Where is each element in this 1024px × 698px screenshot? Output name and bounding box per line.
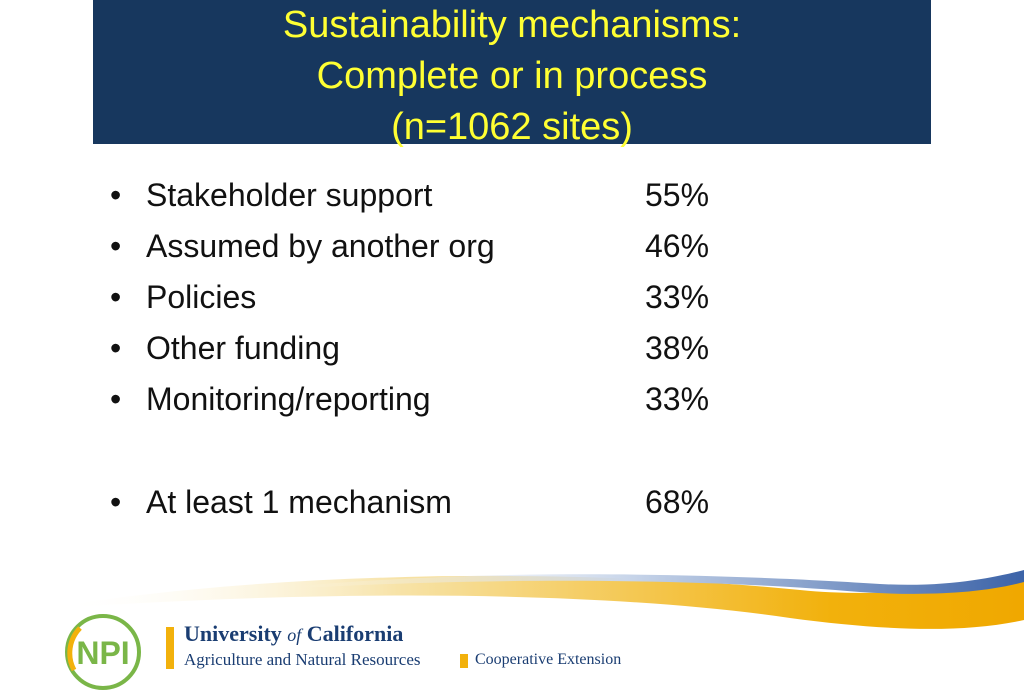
uc-wordmark: University of California [184, 621, 403, 647]
uc-accent-bar [166, 627, 174, 669]
title-line-3: (n=1062 sites) [391, 106, 633, 148]
decorative-swoosh [60, 570, 1024, 629]
bullet-icon: • [110, 484, 122, 520]
bullet-icon: • [110, 381, 122, 417]
item-label: Monitoring/reporting [146, 381, 431, 417]
bullet-list: • Stakeholder support 55% • Assumed by a… [110, 172, 810, 530]
item-label: Assumed by another org [146, 228, 495, 264]
bullet-icon: • [110, 330, 122, 366]
summary-item: • At least 1 mechanism 68% [110, 479, 810, 530]
bullet-icon: • [110, 177, 122, 213]
title-line-2: Complete or in process [316, 55, 708, 97]
bullet-icon: • [110, 228, 122, 264]
item-value: 33% [645, 279, 710, 315]
slide-title: Sustainability mechanisms: Complete or i… [93, 0, 931, 148]
uc-suffix: California [301, 621, 404, 646]
item-value: 55% [645, 177, 710, 213]
title-line-1: Sustainability mechanisms: [282, 4, 742, 46]
bullet-icon: • [110, 279, 122, 315]
list-item: • Stakeholder support 55% [110, 172, 810, 223]
cooperative-extension-label: Cooperative Extension [475, 651, 622, 668]
summary-value: 68% [645, 484, 710, 520]
item-label: Policies [146, 279, 257, 315]
list-item: • Monitoring/reporting 33% [110, 376, 810, 427]
uc-subtitle: Agriculture and Natural Resources [184, 650, 421, 669]
item-label: Other funding [146, 330, 340, 366]
item-value: 46% [645, 228, 710, 264]
list-item: • Policies 33% [110, 274, 810, 325]
uc-of: of [287, 625, 302, 645]
item-value: 33% [645, 381, 710, 417]
summary-label: At least 1 mechanism [146, 484, 452, 520]
uc-prefix: University [184, 621, 288, 646]
item-label: Stakeholder support [146, 177, 433, 213]
list-item: • Other funding 38% [110, 325, 810, 376]
npi-logo: NPI [65, 614, 141, 690]
ce-accent-bar [460, 654, 468, 668]
logo-text: NPI [76, 635, 129, 671]
item-value: 38% [645, 330, 710, 366]
spacer [110, 427, 810, 479]
list-item: • Assumed by another org 46% [110, 223, 810, 274]
